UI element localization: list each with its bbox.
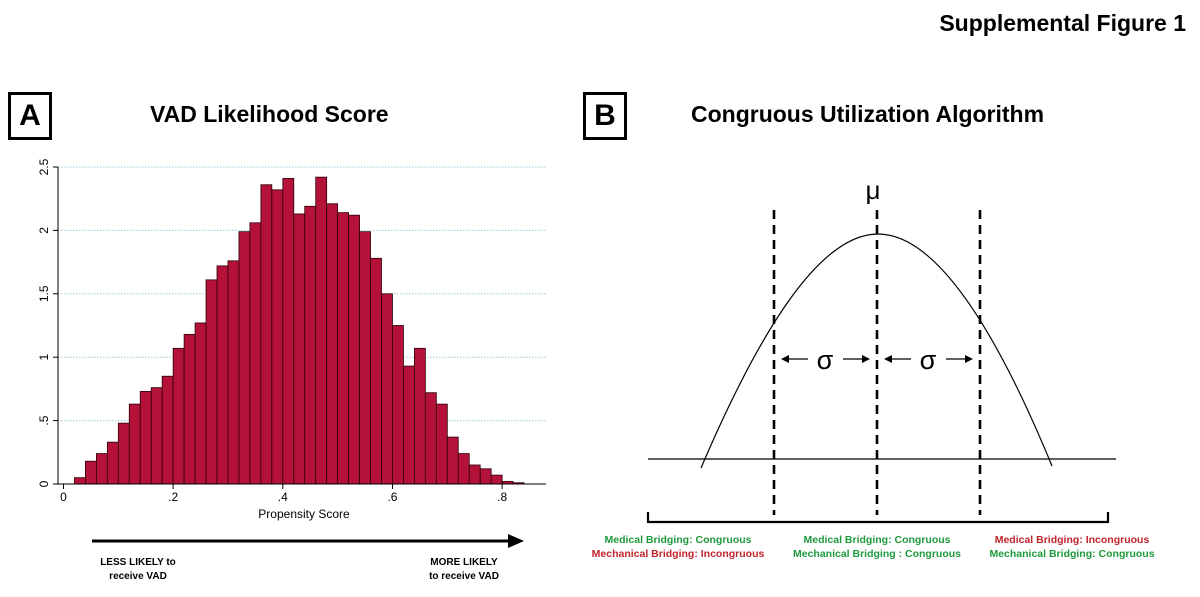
panel-b-title: Congruous Utilization Algorithm [691, 101, 1045, 127]
more-likely-line2: to receive VAD [429, 571, 499, 582]
region-left-mechanical: Mechanical Bridging: Incongruous [591, 548, 765, 560]
y-tick-label-0: 0 [37, 480, 51, 487]
x-axis-label: Propensity Score [258, 507, 350, 521]
mu-label: μ [866, 175, 881, 205]
left-sigma-arrowhead-left [781, 355, 789, 363]
region-middle-medical: Medical Bridging: Congruous [803, 534, 951, 546]
left-sigma-arrowhead-right [862, 355, 870, 363]
panel-a-letter: A [8, 92, 52, 140]
less-likely-line2: receive VAD [109, 571, 167, 582]
more-likely-line1: MORE LIKELY [430, 557, 498, 568]
figure-title: Supplemental Figure 1 [939, 10, 1186, 36]
x-tick-label-4: .8 [497, 490, 507, 504]
left-sigma-label: σ [817, 345, 834, 375]
histogram-axes: 0 .5 1 1.5 2 2.5 0 .2 .4 .6 .8 [37, 158, 546, 504]
x-tick-label-1: .2 [168, 490, 178, 504]
region-right-medical: Medical Bridging: Incongruous [994, 534, 1150, 546]
more-likely-label: MORE LIKELY to receive VAD [404, 556, 524, 584]
region-right-mechanical: Mechanical Bridging: Congruous [989, 548, 1155, 560]
y-tick-label-4: 2 [37, 227, 51, 234]
right-sigma-arrowhead-left [884, 355, 892, 363]
less-likely-line1: LESS LIKELY to [100, 557, 176, 568]
likelihood-arrow-head [508, 534, 524, 548]
region-middle-mechanical: Mechanical Bridging : Congruous [792, 548, 961, 560]
y-tick-label-5: 2.5 [37, 158, 51, 175]
less-likely-label: LESS LIKELY to receive VAD [78, 556, 198, 584]
x-tick-label-0: 0 [60, 490, 67, 504]
region-right: Medical Bridging: Incongruous Mechanical… [972, 533, 1172, 561]
y-tick-label-1: .5 [37, 415, 51, 425]
panel-a-title: VAD Likelihood Score [150, 101, 389, 127]
y-tick-label-2: 1 [37, 354, 51, 361]
x-tick-label-2: .4 [278, 490, 288, 504]
region-middle: Medical Bridging: Congruous Mechanical B… [777, 533, 977, 561]
x-tick-label-3: .6 [387, 490, 397, 504]
histogram-bars [74, 176, 525, 485]
right-sigma-arrowhead-right [965, 355, 973, 363]
panel-b-letter: B [583, 92, 627, 140]
region-left-medical: Medical Bridging: Congruous [604, 534, 752, 546]
right-sigma-label: σ [920, 345, 937, 375]
y-tick-label-3: 1.5 [37, 285, 51, 302]
region-left: Medical Bridging: Congruous Mechanical B… [578, 533, 778, 561]
